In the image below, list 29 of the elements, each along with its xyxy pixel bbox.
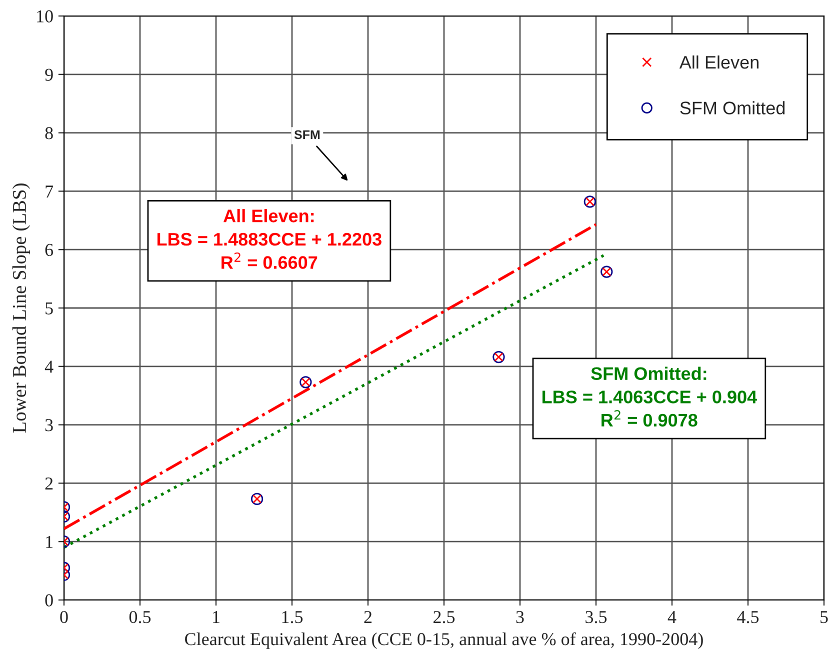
annotation: SFM <box>294 130 320 140</box>
y-tick-label: 6 <box>45 244 54 256</box>
x-tick-label: 4.5 <box>737 611 759 624</box>
y-tick-label: 8 <box>45 127 53 140</box>
y-tick-label: 1 <box>46 536 52 548</box>
y-tick-label: 0 <box>45 594 53 606</box>
annotation: All Eleven: LBS = 1.4883CCE + 1.2203 R$^{2}$ = 0.6607 <box>157 209 382 269</box>
x-axis-title: Clearcut Equivalent Area (CCE 0-15, annual ave % of area, 1990-2004) <box>185 632 703 649</box>
x-tick-label: 2.5 <box>434 610 455 624</box>
x-tick-label: 0.5 <box>129 610 151 624</box>
x-tick-label: 3 <box>516 610 524 624</box>
legend-label: SFM Omitted <box>680 101 785 114</box>
x-tick-label: 5 <box>820 611 828 624</box>
y-tick-label: 10 <box>37 10 53 22</box>
y-tick-label: 4 <box>44 360 54 373</box>
y-tick-label: 2 <box>45 478 53 490</box>
x-tick-label: 0 <box>60 610 68 624</box>
x-tick-label: 1.5 <box>282 611 303 624</box>
y-tick-label: 7 <box>46 186 54 198</box>
y-tick-label: 9 <box>45 68 53 81</box>
x-tick-label: 1 <box>213 611 220 623</box>
y-tick-label: 3 <box>45 419 53 432</box>
x-tick-label: 2 <box>364 610 372 623</box>
legend-label: All Eleven <box>679 55 758 69</box>
x-tick-label: 3.5 <box>586 610 607 624</box>
y-axis-title: Lower Bound Line Slope (LBS) <box>12 184 30 433</box>
x-tick-label: 4 <box>668 611 676 623</box>
annotation: SFM Omitted: LBS = 1.4063CCE + 0.904 R$^{2}$ = 0.9078 <box>542 366 758 427</box>
y-tick-label: 5 <box>46 302 53 314</box>
